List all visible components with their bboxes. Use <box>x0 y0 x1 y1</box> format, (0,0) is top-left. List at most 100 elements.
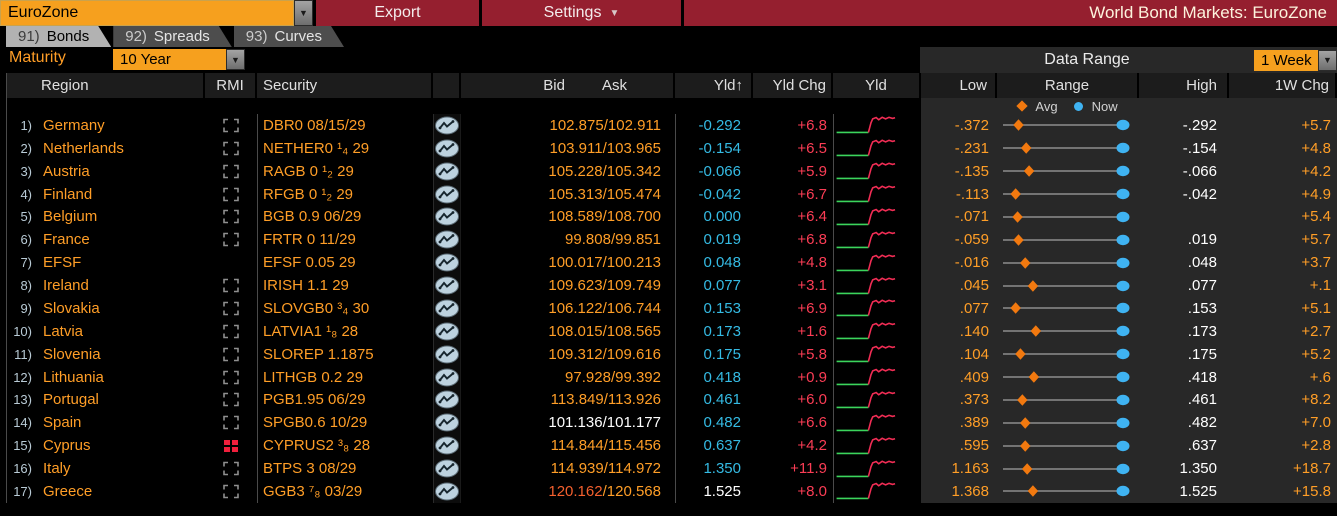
chevron-down-icon[interactable]: ▼ <box>294 0 313 26</box>
settings-button[interactable]: Settings ▼ <box>479 0 681 26</box>
security-ticker[interactable]: LITHGB 0.2 29 <box>257 365 433 389</box>
rmi-cell[interactable] <box>205 480 257 503</box>
rmi-cell[interactable] <box>205 457 257 480</box>
table-row[interactable]: 11) Slovenia SLOREP 1.1875 109.312 / 109.61… <box>7 342 1337 366</box>
security-ticker[interactable]: RAGB 0 ¹₂ 29 <box>257 159 433 183</box>
security-ticker[interactable]: LATVIA1 ¹₈ 28 <box>257 319 433 343</box>
security-ticker[interactable]: IRISH 1.1 29 <box>257 274 433 297</box>
chart-button[interactable] <box>433 114 461 137</box>
chart-button[interactable] <box>433 274 461 297</box>
table-row[interactable]: 10) Latvia LATVIA1 ¹₈ 28 108.015 / 108.565 0… <box>7 319 1337 343</box>
region-name[interactable]: France <box>43 231 90 249</box>
col-header-region[interactable]: Region <box>7 73 205 98</box>
security-ticker[interactable]: SPGB0.6 10/29 <box>257 411 433 435</box>
table-row[interactable]: 7) EFSF EFSF 0.05 29 100.017 / 100.213 0.048… <box>7 251 1337 275</box>
chart-button[interactable] <box>433 228 461 252</box>
rmi-cell[interactable] <box>205 320 257 343</box>
rmi-cell[interactable] <box>205 251 257 274</box>
security-ticker[interactable]: PGB1.95 06/29 <box>257 388 433 412</box>
rmi-cell[interactable] <box>205 366 257 389</box>
region-name[interactable]: Portugal <box>43 391 99 409</box>
col-header-ask[interactable]: Ask <box>601 77 627 94</box>
table-row[interactable]: 5) Belgium BGB 0.9 06/29 108.589 / 108.700 0… <box>7 205 1337 229</box>
region-name[interactable]: Greece <box>43 482 93 500</box>
rmi-cell[interactable] <box>205 114 257 137</box>
data-range-dropdown[interactable]: 1 Week ▼ <box>1254 49 1337 71</box>
chart-button[interactable] <box>433 480 461 503</box>
table-row[interactable]: 8) Ireland IRISH 1.1 29 109.623 / 109.749 0.… <box>7 274 1337 297</box>
chevron-down-icon[interactable]: ▼ <box>1318 49 1337 71</box>
export-button[interactable]: Export <box>313 0 479 26</box>
security-ticker[interactable]: CYPRUS2 ³₈ 28 <box>257 434 433 458</box>
region-name[interactable]: Ireland <box>43 277 89 295</box>
region-source-value[interactable]: EuroZone <box>0 0 294 26</box>
col-header-bid-ask[interactable]: Bid Ask <box>461 73 675 98</box>
col-header-bid[interactable]: Bid <box>543 77 565 94</box>
region-name[interactable]: Netherlands <box>43 139 124 157</box>
chart-button[interactable] <box>433 159 461 183</box>
region-name[interactable]: EFSF <box>43 254 82 272</box>
data-range-value[interactable]: 1 Week <box>1254 49 1318 71</box>
maturity-value[interactable]: 10 Year <box>113 49 226 70</box>
region-name[interactable]: Cyprus <box>43 437 91 455</box>
security-ticker[interactable]: BTPS 3 08/29 <box>257 457 433 480</box>
region-name[interactable]: Lithuania <box>43 368 104 386</box>
col-header-rmi[interactable]: RMI <box>205 73 257 98</box>
chart-button[interactable] <box>433 182 461 206</box>
security-ticker[interactable]: NETHER0 ¹₄ 29 <box>257 136 433 160</box>
chart-button[interactable] <box>433 411 461 435</box>
chart-button[interactable] <box>433 251 461 275</box>
maturity-dropdown[interactable]: 10 Year ▼ <box>113 49 245 70</box>
security-ticker[interactable]: SLOVGB0 ³₄ 30 <box>257 297 433 320</box>
security-ticker[interactable]: SLOREP 1.1875 <box>257 342 433 366</box>
table-row[interactable]: 16) Italy BTPS 3 08/29 114.939 / 114.972 1.3… <box>7 457 1337 480</box>
rmi-cell[interactable] <box>205 228 257 251</box>
chart-button[interactable] <box>433 205 461 229</box>
chart-button[interactable] <box>433 457 461 480</box>
security-ticker[interactable]: RFGB 0 ¹₂ 29 <box>257 182 433 206</box>
tab-spreads[interactable]: 92) Spreads <box>113 26 232 47</box>
tab-curves[interactable]: 93) Curves <box>234 26 344 47</box>
table-row[interactable]: 6) France FRTR 0 11/29 99.808 / 99.851 0.019… <box>7 228 1337 252</box>
security-ticker[interactable]: GGB3 ⁷₈ 03/29 <box>257 480 433 503</box>
rmi-cell[interactable] <box>205 389 257 412</box>
region-name[interactable]: Italy <box>43 460 71 478</box>
rmi-cell[interactable] <box>205 137 257 160</box>
table-row[interactable]: 13) Portugal PGB1.95 06/29 113.849 / 113.92… <box>7 388 1337 412</box>
rmi-cell[interactable] <box>205 206 257 229</box>
security-ticker[interactable]: EFSF 0.05 29 <box>257 251 433 275</box>
chevron-down-icon[interactable]: ▼ <box>226 49 245 70</box>
chart-button[interactable] <box>433 434 461 458</box>
col-header-1w-chg[interactable]: 1W Chg <box>1229 73 1337 98</box>
table-row[interactable]: 14) Spain SPGB0.6 10/29 101.136 / 101.177 0.… <box>7 411 1337 435</box>
chart-button[interactable] <box>433 365 461 389</box>
rmi-cell[interactable] <box>205 434 257 457</box>
rmi-cell[interactable] <box>205 343 257 366</box>
col-header-security[interactable]: Security <box>257 73 433 98</box>
tab-bonds[interactable]: 91) Bonds <box>6 26 111 47</box>
region-name[interactable]: Austria <box>43 162 90 180</box>
table-row[interactable]: 9) Slovakia SLOVGB0 ³₄ 30 106.122 / 106.744… <box>7 297 1337 320</box>
rmi-cell[interactable] <box>205 183 257 206</box>
table-row[interactable]: 1) Germany DBR0 08/15/29 102.875 / 102.911-… <box>7 114 1337 137</box>
region-name[interactable]: Finland <box>43 185 93 203</box>
table-row[interactable]: 3) Austria RAGB 0 ¹₂ 29 105.228 / 105.342 -0… <box>7 159 1337 183</box>
rmi-cell[interactable] <box>205 411 257 434</box>
col-header-low[interactable]: Low <box>921 73 997 98</box>
chart-button[interactable] <box>433 136 461 160</box>
table-row[interactable]: 12) Lithuania LITHGB 0.2 29 97.928 / 99.392… <box>7 365 1337 389</box>
region-source-dropdown[interactable]: EuroZone ▼ <box>0 0 313 26</box>
col-header-range[interactable]: Range <box>997 73 1139 98</box>
region-name[interactable]: Belgium <box>43 208 98 226</box>
table-row[interactable]: 17) Greece GGB3 ⁷₈ 03/29 120.162 / 120.568 1… <box>7 480 1337 503</box>
chart-button[interactable] <box>433 319 461 343</box>
col-header-yld-sorted[interactable]: Yld↑ <box>675 73 753 98</box>
chart-button[interactable] <box>433 388 461 412</box>
security-ticker[interactable]: DBR0 08/15/29 <box>257 114 433 137</box>
table-row[interactable]: 2) Netherlands NETHER0 ¹₄ 29 103.911 / 103.… <box>7 136 1337 160</box>
chart-button[interactable] <box>433 297 461 320</box>
rmi-cell[interactable] <box>205 160 257 183</box>
rmi-cell[interactable] <box>205 297 257 320</box>
region-name[interactable]: Germany <box>43 116 105 134</box>
region-name[interactable]: Latvia <box>43 322 84 340</box>
